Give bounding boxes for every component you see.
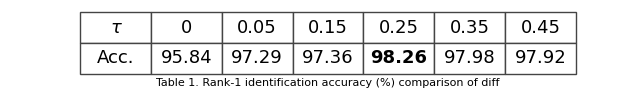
Text: Table 1. Rank-1 identification accuracy (%) comparison of diff: Table 1. Rank-1 identification accuracy … bbox=[156, 78, 500, 88]
